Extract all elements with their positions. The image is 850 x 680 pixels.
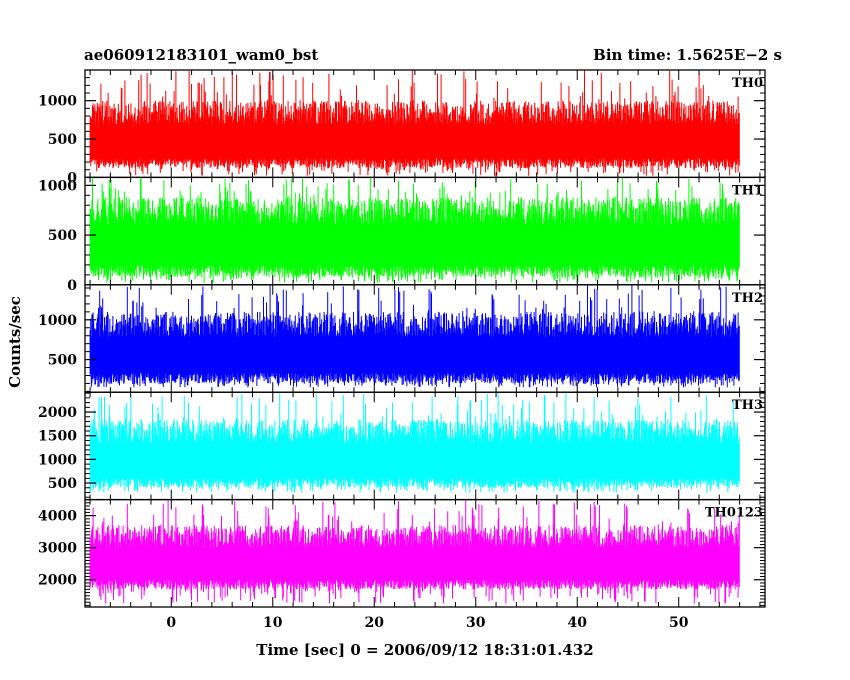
series-th0123-trace [89, 499, 740, 604]
panel-th0123-frame [84, 498, 766, 608]
panel-th0-ytick-label: 500 [48, 132, 77, 148]
panel-th1-ytick-label: 0 [67, 278, 77, 294]
panel-th1-ytick-label: 500 [48, 228, 77, 244]
series-th3-trace [89, 393, 740, 493]
series-th1-trace [89, 177, 740, 283]
panel-th0123-ytick-label: 4000 [38, 509, 77, 525]
panel-th0123-ytick-label: 2000 [38, 573, 77, 589]
y-axis-label: Counts/sec [6, 296, 24, 388]
panel-th3-ytick-label: 2000 [38, 405, 77, 421]
panel-th0-ytick-label: 1000 [38, 94, 77, 110]
series-th0-trace [89, 70, 740, 176]
x-tick-label: 10 [263, 615, 283, 631]
panel-th1-label: TH1 [732, 183, 763, 198]
panel-th2-ytick-label: 1000 [38, 313, 77, 329]
chart-title: ae060912183101_wam0_bst [84, 46, 318, 64]
panel-th0-ytick-label: 0 [67, 170, 77, 186]
x-tick-label: 40 [567, 615, 587, 631]
panel-th1-ytick-label: 1000 [38, 178, 77, 194]
panel-th3-ytick-label: 500 [48, 476, 77, 492]
panel-th3-label: TH3 [732, 398, 763, 413]
panel-th3-ytick-label: 1500 [38, 429, 77, 445]
x-tick-label: 20 [365, 615, 385, 631]
panel-th2-ytick-label: 500 [48, 353, 77, 369]
x-axis-label: Time [sec] 0 = 2006/09/12 18:31:01.432 [256, 641, 593, 659]
panel-th0123-label: TH0123 [705, 506, 763, 521]
panel-th0123-ytick-label: 3000 [38, 541, 77, 557]
panel-th2-label: TH2 [732, 291, 763, 306]
x-tick-label: 0 [166, 615, 176, 631]
x-tick-label: 50 [669, 615, 689, 631]
series-th2-trace [89, 285, 740, 388]
x-tick-label: 30 [466, 615, 486, 631]
bin-time-label: Bin time: 1.5625E−2 s [593, 46, 782, 64]
panel-th3-ytick-label: 1000 [38, 452, 77, 468]
panel-th0-label: TH0 [732, 76, 763, 91]
